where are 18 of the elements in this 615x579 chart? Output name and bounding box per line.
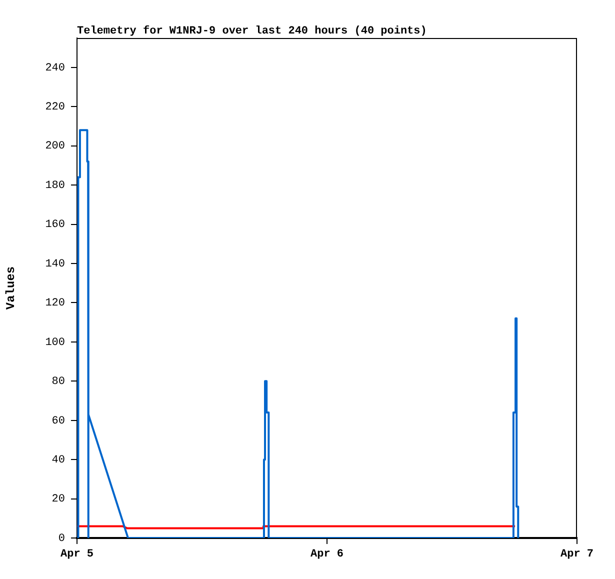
y-tick-label: 140 (45, 258, 65, 270)
x-tick-label: Apr 7 (560, 548, 594, 560)
y-tick-label: 20 (52, 494, 65, 506)
y-tick-label: 80 (52, 376, 65, 388)
y-tick-label: 220 (45, 102, 65, 114)
y-axis-title: Values (4, 266, 18, 310)
y-tick-label: 200 (45, 140, 65, 153)
x-tick-label: Apr 6 (310, 548, 344, 560)
x-tick-label: Apr 5 (60, 548, 94, 560)
y-tick-label: 180 (45, 180, 65, 192)
chart-title: Telemetry for W1NRJ-9 over last 240 hours (40 points) (77, 24, 427, 38)
y-tick-label: 100 (45, 336, 65, 349)
y-tick-label: 60 (52, 415, 65, 428)
y-tick-label: 240 (45, 62, 65, 74)
y-tick-label: 120 (45, 298, 65, 310)
y-tick-label: 160 (45, 219, 65, 232)
y-tick-label: 0 (58, 532, 65, 545)
y-tick-label: 40 (52, 454, 65, 466)
